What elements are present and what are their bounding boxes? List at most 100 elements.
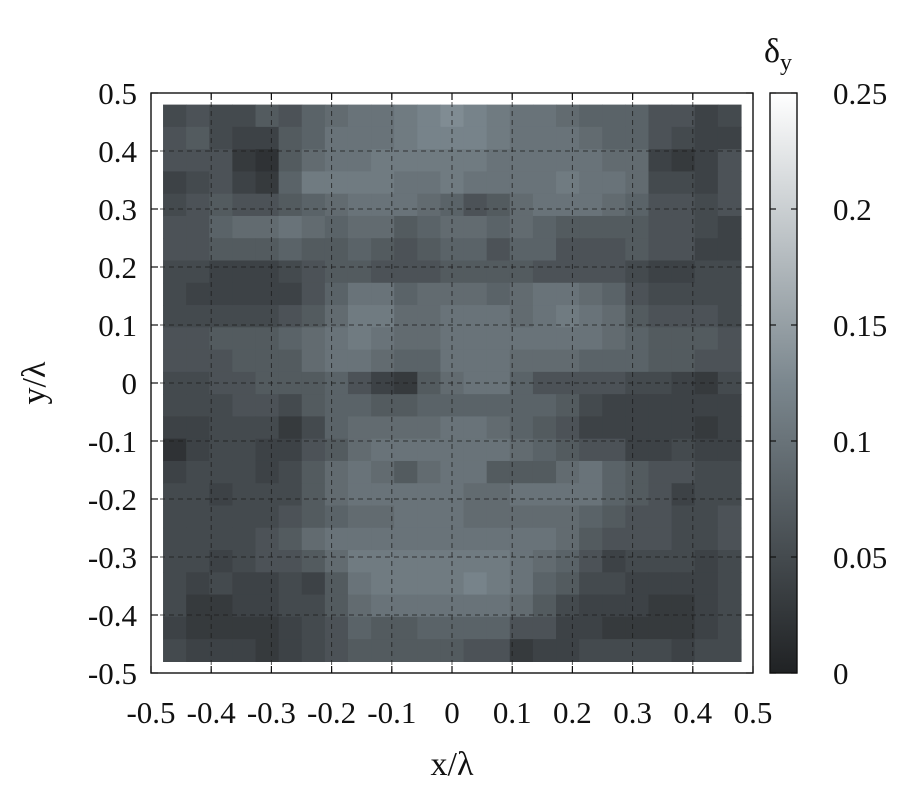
heatmap-cell — [394, 639, 418, 662]
heatmap-cell — [163, 616, 187, 640]
heatmap-cell — [509, 639, 534, 662]
heatmap-cell — [347, 104, 372, 128]
heatmap-cell — [694, 460, 719, 484]
heatmap-cell — [232, 438, 257, 462]
heatmap-cell — [209, 505, 233, 529]
heatmap-cell — [394, 594, 418, 618]
heatmap-cell — [556, 394, 580, 418]
heatmap-cell — [532, 505, 557, 529]
heatmap-cell — [394, 327, 418, 351]
heatmap-cell — [417, 305, 442, 328]
heatmap-cell — [671, 349, 696, 373]
heatmap-cell — [232, 260, 257, 284]
heatmap-cell — [648, 238, 673, 262]
heatmap-cell — [694, 171, 719, 195]
heatmap-cell — [579, 550, 603, 573]
heatmap-cell — [694, 104, 719, 128]
y-tick-label: 0.5 — [98, 76, 137, 111]
heatmap-cell — [625, 327, 650, 351]
heatmap-cell — [347, 505, 372, 529]
heatmap-cell — [278, 104, 303, 128]
heatmap-cell — [463, 260, 488, 284]
heatmap-cell — [694, 371, 719, 395]
heatmap-cell — [324, 394, 349, 418]
heatmap-cell — [209, 371, 233, 395]
heatmap-cell — [301, 416, 326, 440]
heatmap-cell — [232, 594, 257, 618]
heatmap-cell — [486, 327, 511, 351]
heatmap-cell — [209, 215, 233, 239]
heatmap-cell — [579, 171, 603, 195]
heatmap-cell — [694, 594, 719, 618]
heatmap-cell — [278, 394, 303, 418]
heatmap-cell — [579, 639, 603, 662]
heatmap-cell — [463, 215, 488, 239]
heatmap-cell — [579, 215, 603, 239]
heatmap-cell — [579, 104, 603, 128]
heatmap-cell — [509, 149, 534, 173]
heatmap-cell — [371, 639, 395, 662]
heatmap-cell — [648, 572, 673, 596]
heatmap-cell — [579, 527, 603, 551]
heatmap-cell — [394, 260, 418, 284]
heatmap-cell — [324, 215, 349, 239]
heatmap-cell — [602, 616, 626, 640]
colorbar-label: δy — [764, 33, 792, 76]
heatmap-cell — [417, 126, 442, 150]
heatmap-cell — [232, 527, 257, 551]
heatmap-cell — [347, 171, 372, 195]
heatmap-cell — [463, 149, 488, 173]
heatmap-cell — [324, 639, 349, 662]
heatmap-cell — [324, 349, 349, 373]
heatmap-cell — [532, 126, 557, 150]
y-tick-label: 0.3 — [98, 192, 137, 227]
heatmap-cell — [324, 171, 349, 195]
heatmap-cell — [163, 215, 187, 239]
heatmap-cell — [463, 327, 488, 351]
heatmap-cell — [648, 215, 673, 239]
heatmap-cell — [532, 371, 557, 395]
heatmap-cell — [694, 550, 719, 573]
heatmap-cell — [324, 149, 349, 173]
colorbar-ticks: 0.25 0.2 0.15 0.1 0.05 0 — [770, 76, 887, 691]
heatmap-cell — [625, 260, 650, 284]
heatmap-cell — [625, 527, 650, 551]
heatmap-cell — [440, 639, 465, 662]
heatmap-cell — [717, 616, 742, 640]
heatmap-cell — [232, 193, 257, 217]
heatmap-cell — [556, 550, 580, 573]
heatmap-cell — [301, 149, 326, 173]
heatmap-cell — [209, 527, 233, 551]
heatmap-cell — [163, 126, 187, 150]
heatmap-cell — [486, 483, 511, 507]
heatmap-cell — [371, 616, 395, 640]
heatmap-cell — [556, 171, 580, 195]
heatmap-cell — [463, 193, 488, 217]
heatmap-cell — [347, 126, 372, 150]
heatmap-cell — [648, 349, 673, 373]
heatmap-cell — [255, 260, 280, 284]
heatmap-cell — [648, 282, 673, 306]
heatmap-cell — [486, 260, 511, 284]
heatmap-cell — [486, 527, 511, 551]
heatmap-cell — [232, 394, 257, 418]
heatmap-cell — [278, 416, 303, 440]
heatmap-cell — [347, 460, 372, 484]
heatmap-cell — [440, 260, 465, 284]
x-tick-label: 0 — [444, 695, 460, 730]
heatmap-cell — [186, 550, 210, 573]
heatmap-cell — [509, 572, 534, 596]
x-tick-label: 0.3 — [613, 695, 652, 730]
heatmap-cell — [625, 171, 650, 195]
heatmap-cell — [347, 238, 372, 262]
heatmap-cell — [163, 460, 187, 484]
heatmap-cell — [232, 149, 257, 173]
heatmap-cell — [463, 349, 488, 373]
heatmap-cell — [648, 460, 673, 484]
heatmap-cell — [556, 572, 580, 596]
heatmap-cell — [324, 327, 349, 351]
heatmap-cell — [579, 238, 603, 262]
colorbar — [770, 93, 797, 673]
heatmap-cell — [648, 305, 673, 328]
